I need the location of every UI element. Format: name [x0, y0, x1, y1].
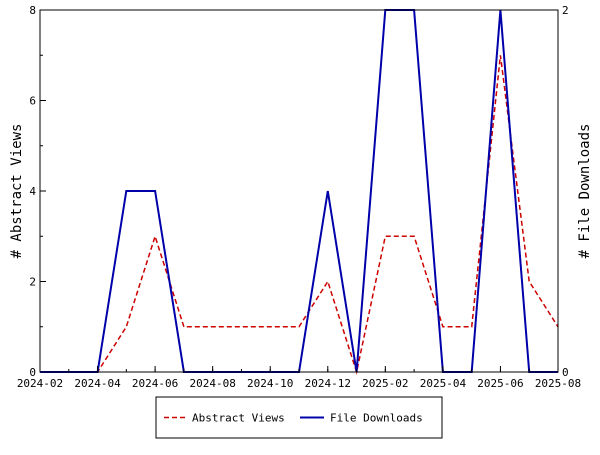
x-tick-label: 2025-04: [420, 377, 467, 390]
legend-label-0: Abstract Views: [192, 412, 285, 425]
x-tick-label: 2025-08: [535, 377, 581, 390]
plot-frame: [39, 9, 559, 373]
y-tick-label-left: 2: [29, 276, 36, 289]
legend: Abstract Views File Downloads: [155, 396, 443, 439]
series-line-0: [40, 55, 559, 375]
x-tick-label: 2024-12: [305, 377, 351, 390]
y-tick-label-left: 8: [29, 4, 36, 17]
y-axis-title-right: # File Downloads: [577, 124, 593, 259]
series-0-point: [529, 281, 530, 282]
series-0-point: [327, 281, 328, 282]
x-tick-label: 2025-02: [362, 377, 408, 390]
y-axis-title-left: # Abstract Views: [9, 124, 25, 259]
series-0-point: [471, 326, 472, 327]
series-0-point: [183, 326, 184, 327]
series-0-point: [212, 326, 213, 327]
series-line-1: [40, 9, 558, 373]
x-tick-label: 2025-06: [477, 377, 523, 390]
series-1-point: [155, 191, 156, 192]
y-tick-label-left: 4: [29, 185, 36, 198]
y-tick-label-left: 0: [29, 366, 36, 379]
axes: 2024-02 2024-04 2024-06 2024-08 2024-10 2024-…: [17, 4, 581, 390]
series-0-point: [414, 236, 415, 237]
series-0-point: [500, 55, 501, 56]
series-0-point: [155, 236, 156, 237]
y-tick-label-right: 0: [562, 366, 569, 379]
legend-label-1: File Downloads: [330, 412, 423, 425]
x-tick-label: 2024-02: [17, 377, 63, 390]
series-0-point: [299, 326, 300, 327]
series-0-point: [270, 326, 271, 327]
series-0-point: [442, 326, 443, 327]
x-tick-label: 2024-08: [189, 377, 235, 390]
x-tick-label: 2024-10: [247, 377, 293, 390]
series-1-point: [327, 191, 328, 192]
series-0-point: [126, 326, 127, 327]
series-0-point: [241, 326, 242, 327]
y-tick-label-right: 2: [562, 4, 569, 17]
x-tick-label: 2024-04: [74, 377, 121, 390]
y-tick-label-left: 6: [29, 95, 36, 108]
series-1-point: [126, 191, 127, 192]
x-tick-label: 2024-06: [132, 377, 178, 390]
legend-box: [155, 396, 443, 439]
plot-area: [40, 9, 559, 375]
series-0-point: [385, 236, 386, 237]
